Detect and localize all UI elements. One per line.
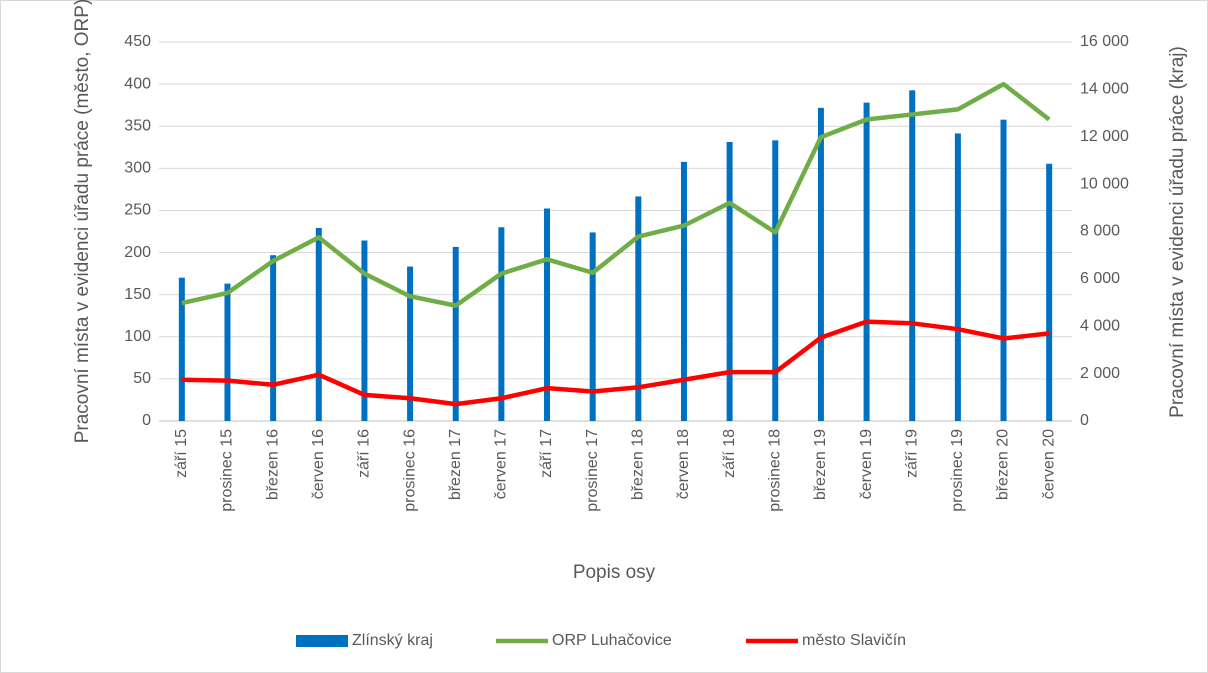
- x-tick-label: září 17: [538, 429, 555, 478]
- x-tick-label: březen 19: [812, 429, 829, 500]
- x-tick-label: prosinec 19: [949, 429, 966, 512]
- bar: [1000, 119, 1007, 421]
- x-axis-title: Popis osy: [573, 562, 656, 583]
- x-tick-label: červen 19: [858, 429, 875, 499]
- bar: [224, 283, 231, 421]
- bar: [817, 107, 824, 421]
- y-tick-label: 0: [142, 412, 151, 429]
- bar: [909, 90, 916, 421]
- x-tick-label: březen 20: [995, 429, 1012, 500]
- line: [181, 319, 1050, 407]
- bar: [863, 102, 870, 421]
- y-tick-label: 350: [124, 117, 151, 134]
- bar: [178, 277, 185, 421]
- y-tick-label: 250: [124, 202, 151, 219]
- x-tick-label: březen 16: [264, 429, 281, 500]
- bar: [544, 208, 551, 421]
- y2-tick-label: 6 000: [1080, 270, 1120, 287]
- x-tick-label: září 15: [173, 429, 190, 478]
- x-tick-label: září 16: [356, 429, 373, 478]
- y-tick-label: 200: [124, 244, 151, 261]
- bar: [1046, 163, 1053, 421]
- y2-tick-label: 16 000: [1080, 33, 1129, 50]
- line: [181, 81, 1051, 308]
- y-tick-label: 400: [124, 75, 151, 92]
- y2-tick-label: 0: [1080, 412, 1089, 429]
- x-tick-label: červen 17: [493, 429, 510, 499]
- bar: [270, 255, 277, 421]
- legend-label: město Slavičín: [802, 632, 906, 649]
- bar: [635, 196, 642, 421]
- y2-tick-label: 8 000: [1080, 223, 1120, 240]
- bar: [680, 161, 687, 421]
- y2-tick-label: 12 000: [1080, 128, 1129, 145]
- x-tick-label: prosinec 18: [766, 429, 783, 512]
- bar: [452, 246, 459, 421]
- x-tick-label: březen 17: [447, 429, 464, 500]
- x-tick-label: březen 18: [630, 429, 647, 500]
- bar: [407, 266, 414, 421]
- bar: [361, 240, 368, 421]
- y-tick-label: 150: [124, 286, 151, 303]
- y2-tick-label: 14 000: [1080, 81, 1129, 98]
- bar: [589, 232, 596, 421]
- bar: [498, 227, 505, 421]
- x-tick-label: září 18: [721, 429, 738, 478]
- y2-tick-label: 2 000: [1080, 365, 1120, 382]
- x-tick-label: červen 18: [675, 429, 692, 499]
- y-tick-label: 100: [124, 328, 151, 345]
- bar: [954, 133, 961, 421]
- x-tick-label: prosinec 17: [584, 429, 601, 512]
- bar: [726, 141, 733, 421]
- legend-label: Zlínský kraj: [352, 632, 433, 649]
- y-tick-label: 300: [124, 160, 151, 177]
- bar: [315, 227, 322, 421]
- legend-swatch: [296, 635, 348, 647]
- y-tick-label: 450: [124, 33, 151, 50]
- x-tick-label: září 19: [903, 429, 920, 478]
- x-tick-label: červen 16: [310, 429, 327, 499]
- bar: [772, 140, 779, 421]
- y-tick-label: 50: [133, 370, 151, 387]
- y2-tick-label: 4 000: [1080, 317, 1120, 334]
- legend-label: ORP Luhačovice: [552, 632, 672, 649]
- y-axis-title: Pracovní místa v evidenci úřadu práce (m…: [72, 0, 93, 444]
- x-tick-label: prosinec 15: [219, 429, 236, 512]
- x-tick-label: prosinec 16: [401, 429, 418, 512]
- y2-axis-title: Pracovní místa v evidenci úřadu práce (k…: [1167, 46, 1188, 418]
- y2-tick-label: 10 000: [1080, 175, 1129, 192]
- x-tick-label: červen 20: [1040, 429, 1057, 499]
